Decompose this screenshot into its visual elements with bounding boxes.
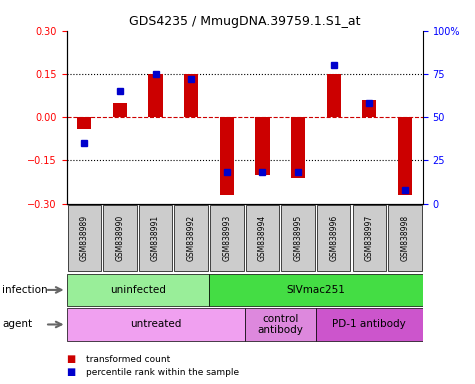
Bar [362, 100, 376, 117]
Text: GSM838989: GSM838989 [80, 215, 89, 261]
Bar [291, 117, 305, 178]
Title: GDS4235 / MmugDNA.39759.1.S1_at: GDS4235 / MmugDNA.39759.1.S1_at [129, 15, 361, 28]
FancyBboxPatch shape [246, 205, 279, 271]
Bar [113, 103, 127, 117]
FancyBboxPatch shape [174, 205, 208, 271]
Text: ■: ■ [66, 354, 76, 364]
Text: transformed count: transformed count [86, 354, 170, 364]
FancyBboxPatch shape [67, 205, 101, 271]
Text: GSM838990: GSM838990 [115, 215, 124, 261]
Text: percentile rank within the sample: percentile rank within the sample [86, 368, 238, 377]
Text: GSM838993: GSM838993 [222, 215, 231, 261]
FancyBboxPatch shape [209, 274, 423, 306]
FancyBboxPatch shape [66, 308, 245, 341]
Bar [398, 117, 412, 195]
Bar [77, 117, 91, 129]
FancyBboxPatch shape [245, 308, 316, 341]
FancyBboxPatch shape [66, 274, 209, 306]
Text: uninfected: uninfected [110, 285, 166, 295]
FancyBboxPatch shape [317, 205, 351, 271]
FancyBboxPatch shape [388, 205, 422, 271]
FancyBboxPatch shape [281, 205, 315, 271]
Text: SIVmac251: SIVmac251 [286, 285, 345, 295]
Bar [148, 74, 162, 117]
Text: GSM838992: GSM838992 [187, 215, 196, 261]
Bar [327, 74, 341, 117]
Text: GSM838991: GSM838991 [151, 215, 160, 261]
FancyBboxPatch shape [210, 205, 244, 271]
Text: GSM838994: GSM838994 [258, 215, 267, 261]
Text: control
antibody: control antibody [257, 314, 303, 335]
FancyBboxPatch shape [352, 205, 386, 271]
Text: GSM838998: GSM838998 [400, 215, 409, 261]
Bar [219, 117, 234, 195]
Text: infection: infection [2, 285, 48, 295]
Text: GSM838996: GSM838996 [329, 215, 338, 261]
Text: GSM838995: GSM838995 [294, 215, 303, 261]
Bar [184, 74, 199, 117]
Text: untreated: untreated [130, 319, 181, 329]
FancyBboxPatch shape [139, 205, 172, 271]
FancyBboxPatch shape [316, 308, 423, 341]
FancyBboxPatch shape [103, 205, 137, 271]
Bar [256, 117, 270, 175]
Text: GSM838997: GSM838997 [365, 215, 374, 261]
Text: PD-1 antibody: PD-1 antibody [332, 319, 406, 329]
Text: agent: agent [2, 319, 32, 329]
Text: ■: ■ [66, 367, 76, 377]
